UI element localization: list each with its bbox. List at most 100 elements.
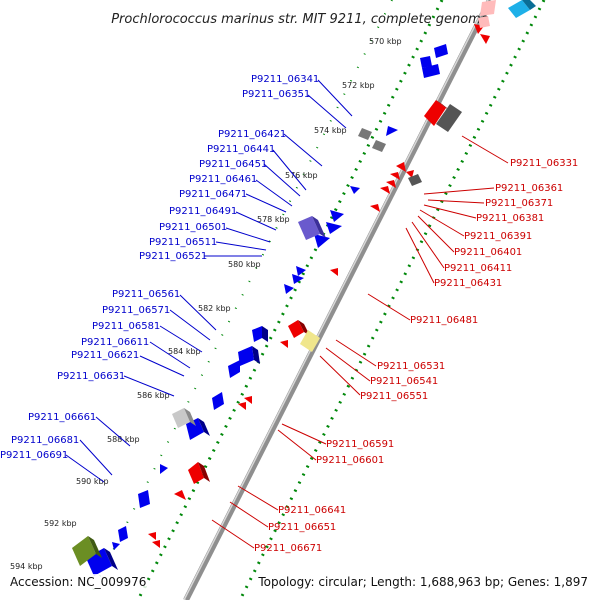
leader-line: [317, 79, 353, 117]
gene-reverse[interactable]: [244, 396, 252, 404]
gene-label[interactable]: P9211_06671: [254, 543, 322, 554]
gene-label[interactable]: P9211_06461: [189, 174, 257, 185]
gene-reverse[interactable]: [370, 204, 380, 212]
gene-forward[interactable]: [330, 210, 344, 222]
gene-reverse-light-pink[interactable]: [478, 16, 490, 28]
gene-reverse-light-pink[interactable]: [480, 0, 496, 16]
gene-reverse[interactable]: [288, 320, 304, 338]
gene-forward[interactable]: [112, 542, 120, 550]
forward-genes-shade: [104, 326, 268, 570]
gene-label[interactable]: P9211_06381: [476, 213, 544, 224]
gene-label[interactable]: P9211_06481: [410, 315, 478, 326]
gene-forward[interactable]: [228, 360, 240, 378]
gene-forward[interactable]: [292, 274, 304, 284]
gene-label[interactable]: P9211_06561: [112, 289, 180, 300]
gene-label[interactable]: P9211_06591: [326, 439, 394, 450]
leader-line: [325, 347, 371, 382]
gene-reverse-cyan[interactable]: [508, 0, 530, 18]
gene-forward-gray[interactable]: [172, 408, 190, 428]
gene-reverse-gray[interactable]: [436, 104, 462, 132]
gene-reverse-gray-small[interactable]: [408, 174, 422, 186]
footer-backdrop-left: [6, 574, 146, 592]
gene-forward-purple-shade: [312, 216, 326, 238]
gene-label[interactable]: P9211_06491: [169, 206, 237, 217]
gene-forward[interactable]: [296, 266, 306, 276]
gene-forward[interactable]: [420, 56, 432, 68]
gene-label[interactable]: P9211_06501: [159, 222, 227, 233]
gene-reverse[interactable]: [148, 532, 156, 540]
leader-line: [307, 94, 347, 129]
gene-label[interactable]: P9211_06351: [242, 89, 310, 100]
gene-label[interactable]: P9211_06551: [360, 391, 428, 402]
gene-reverse[interactable]: [152, 540, 160, 548]
leader-line: [272, 149, 307, 191]
gene-reverse[interactable]: [406, 170, 414, 178]
gene-forward[interactable]: [326, 222, 342, 234]
gene-label[interactable]: P9211_06451: [199, 159, 267, 170]
gene-reverse[interactable]: [174, 490, 186, 500]
gene-reverse[interactable]: [380, 186, 390, 194]
gene-forward[interactable]: [138, 490, 150, 508]
gene-reverse[interactable]: [330, 268, 338, 276]
gene-label[interactable]: P9211_06531: [377, 361, 445, 372]
gene-reverse-yellow[interactable]: [300, 330, 320, 352]
reverse-leader-lines: [211, 135, 509, 549]
gene-label[interactable]: P9211_06421: [218, 129, 286, 140]
gene-label[interactable]: P9211_06511: [149, 237, 217, 248]
gene-label[interactable]: P9211_06681: [11, 435, 79, 446]
gene-label[interactable]: P9211_06401: [454, 247, 522, 258]
gene-label[interactable]: P9211_06521: [139, 251, 207, 262]
gene-forward[interactable]: [160, 464, 168, 474]
gene-forward-purple[interactable]: [298, 216, 320, 240]
gene-label[interactable]: P9211_06581: [92, 321, 160, 332]
gene-label[interactable]: P9211_06621: [71, 350, 139, 361]
gene-forward[interactable]: [252, 326, 262, 342]
gene-reverse[interactable]: [188, 462, 204, 484]
leader-line: [411, 221, 445, 269]
gene-label[interactable]: P9211_06411: [444, 263, 512, 274]
gene-forward[interactable]: [238, 346, 254, 366]
gene-forward[interactable]: [284, 284, 294, 294]
gene-label[interactable]: P9211_06441: [207, 144, 275, 155]
gene-label[interactable]: P9211_06371: [485, 198, 553, 209]
gene-label[interactable]: P9211_06541: [370, 376, 438, 387]
gene-label[interactable]: P9211_06391: [464, 231, 532, 242]
gene-label[interactable]: P9211_06651: [268, 522, 336, 533]
gene-forward[interactable]: [386, 126, 398, 136]
gene-reverse[interactable]: [480, 34, 490, 44]
gene-label[interactable]: P9211_06661: [28, 412, 96, 423]
gene-forward[interactable]: [212, 392, 224, 410]
gene-forward[interactable]: [422, 64, 440, 78]
gene-reverse[interactable]: [280, 340, 288, 348]
gene-label[interactable]: P9211_06691: [0, 450, 68, 461]
gene-reverse[interactable]: [238, 402, 246, 410]
gene-reverse[interactable]: [390, 172, 400, 180]
gene-label[interactable]: P9211_06601: [316, 455, 384, 466]
gene-label[interactable]: P9211_06341: [251, 74, 319, 85]
gene-forward[interactable]: [314, 234, 330, 248]
kbp-label: 578 kbp: [257, 215, 290, 224]
gene-label[interactable]: P9211_06611: [81, 337, 149, 348]
gene-label[interactable]: P9211_06641: [278, 505, 346, 516]
gene-reverse[interactable]: [396, 162, 406, 172]
gene-reverse[interactable]: [424, 100, 446, 126]
gene-forward-gray-small[interactable]: [358, 128, 372, 140]
gene-forward[interactable]: [434, 44, 448, 58]
leader-line: [139, 355, 185, 377]
gene-forward[interactable]: [350, 186, 360, 194]
gene-label[interactable]: P9211_06471: [179, 189, 247, 200]
leader-line: [461, 135, 509, 164]
gene-forward[interactable]: [186, 418, 204, 440]
gene-label[interactable]: P9211_06361: [495, 183, 563, 194]
kbp-label: 590 kbp: [76, 477, 109, 486]
gene-forward[interactable]: [118, 526, 128, 542]
gene-label[interactable]: P9211_06571: [102, 305, 170, 316]
gene-forward-olive[interactable]: [72, 536, 96, 566]
genome-backbone-highlight: [183, 0, 489, 600]
gene-reverse[interactable]: [386, 180, 396, 188]
gene-forward-gray-small[interactable]: [372, 140, 386, 152]
gene-label[interactable]: P9211_06631: [57, 371, 125, 382]
gene-label[interactable]: P9211_06331: [510, 158, 578, 169]
gene-label[interactable]: P9211_06431: [434, 278, 502, 289]
